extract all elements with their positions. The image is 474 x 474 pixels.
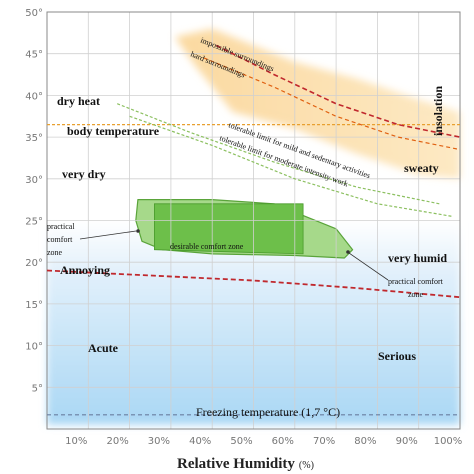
acute-label: Acute [88,341,119,355]
tolerable-moderate-line [129,115,452,217]
practical-comfort-right-pointer [348,252,389,281]
x-axis-title: Relative Humidity (%) [177,456,314,472]
practical-comfort-left-l3: zone [47,248,63,257]
dry-heat-label: dry heat [57,94,100,108]
body-temperature-label: body temperature [67,124,160,138]
y-tick-label: 25° [25,217,43,228]
y-tick-label: 10° [25,342,43,353]
desirable-comfort-label: desirable comfort zone [170,242,244,251]
insolation-label: insolation [431,86,445,136]
x-tick-label: 60% [272,436,294,447]
y-tick-label: 40° [25,91,43,102]
tolerable-mild-line [116,103,440,205]
freezing-label: Freezing temperature (1,7 °C) [196,405,340,419]
practical-comfort-left-l2: comfort [47,235,73,244]
practical-comfort-left-pointer [79,230,137,240]
x-axis-title-text: Relative Humidity [177,456,295,472]
y-tick-label: 45° [25,50,43,61]
hot-zone [175,28,460,179]
x-tick-label: 50% [230,436,252,447]
y-tick-label: 50° [25,8,43,19]
practical-comfort-right-l2: zone [408,290,424,299]
y-tick-label: 20° [25,258,43,269]
y-tick-label: 5° [32,383,43,394]
sweaty-label: sweaty [404,161,439,175]
x-tick-label: 20% [106,436,128,447]
x-tick-label: 100% [434,436,463,447]
serious-label: Serious [378,349,416,363]
annoying-line [46,269,461,299]
y-tick-label: 30° [25,175,43,186]
practical-comfort-left-dot [136,229,140,233]
x-tick-label: 10% [65,436,87,447]
impossible-line [215,44,461,138]
x-tick-label: 30% [148,436,170,447]
x-tick-label: 40% [189,436,211,447]
annoying-label: Annoying [60,263,110,277]
y-tick-label: 35° [25,133,43,144]
x-tick-label: 80% [354,436,376,447]
practical-comfort-right-dot [346,250,350,254]
practical-comfort-right-l1: practical comfort [388,277,444,286]
practical-comfort-left-l1: practical [47,222,75,231]
very-dry-label: very dry [62,167,106,181]
very-humid-label: very humid [388,251,447,265]
y-tick-label: 15° [25,300,43,311]
x-tick-label: 70% [313,436,335,447]
plot-frame [46,11,461,430]
x-axis-unit: (%) [299,460,314,471]
hard-line [203,57,461,151]
x-tick-label: 90% [396,436,418,447]
